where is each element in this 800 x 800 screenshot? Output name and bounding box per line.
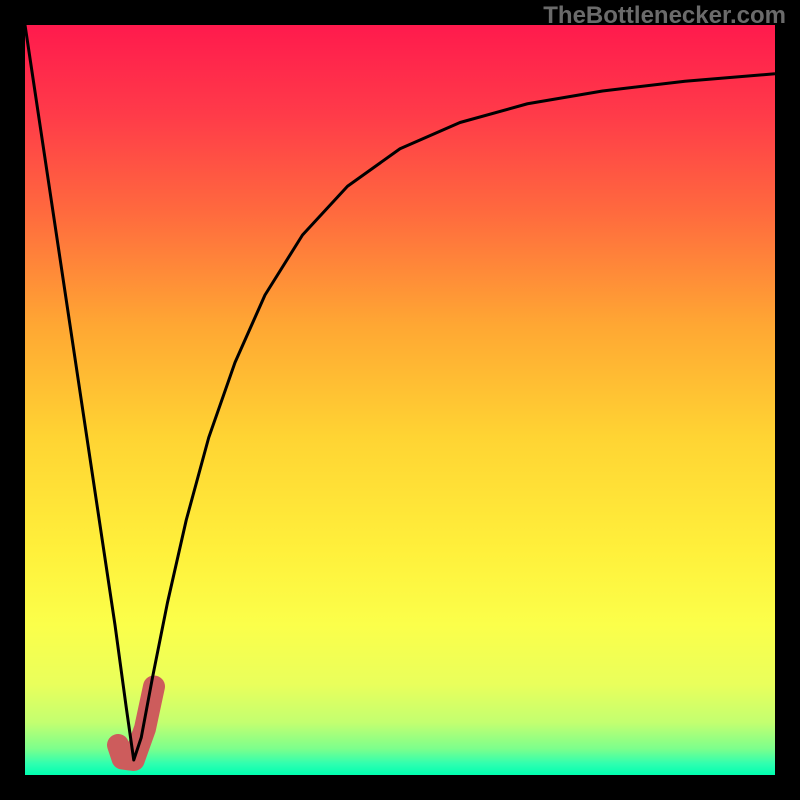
plot-area bbox=[25, 25, 775, 775]
watermark-text: TheBottlenecker.com bbox=[543, 2, 786, 30]
bottleneck-curve bbox=[25, 25, 775, 760]
curve-layer bbox=[25, 25, 775, 775]
chart-container: TheBottlenecker.com bbox=[0, 0, 800, 800]
